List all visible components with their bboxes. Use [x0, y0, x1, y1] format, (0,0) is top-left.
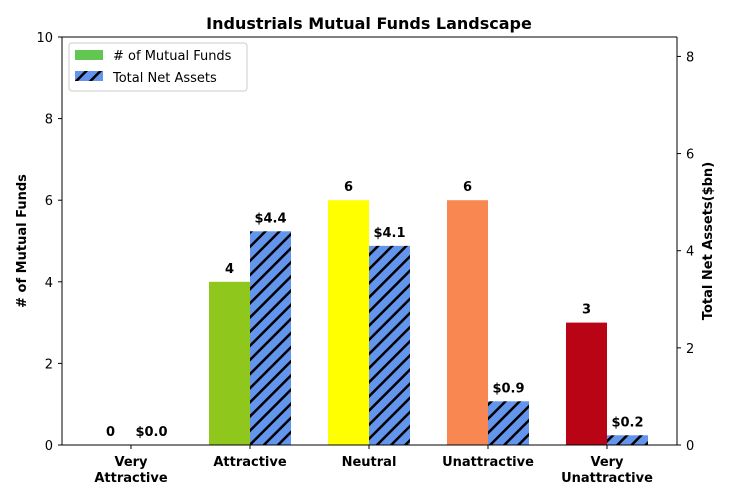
- legend-swatch-mutual-funds: [75, 50, 103, 60]
- x-tick-label: Very: [114, 455, 148, 470]
- chart-title: Industrials Mutual Funds Landscape: [206, 14, 532, 33]
- y-left-tick-label: 8: [45, 113, 53, 128]
- y-right-tick-label: 0: [686, 439, 694, 454]
- bar-net-assets: [369, 245, 410, 445]
- data-label-net-assets: $0.9: [492, 381, 524, 396]
- y-left-tick-label: 2: [45, 357, 53, 372]
- y-right-axis-label: Total Net Assets($bn): [701, 162, 716, 320]
- data-label-mutual-funds: 6: [463, 180, 472, 195]
- data-label-mutual-funds: 6: [344, 180, 353, 195]
- y-right-tick-label: 2: [686, 342, 694, 357]
- bar-net-assets: [250, 231, 291, 445]
- bar-net-assets: [607, 435, 648, 445]
- y-left-axis-label: # of Mutual Funds: [15, 174, 30, 308]
- data-label-mutual-funds: 0: [106, 425, 115, 440]
- legend-label-net-assets: Total Net Assets: [112, 71, 217, 86]
- y-left-tick-label: 10: [36, 31, 53, 46]
- x-tick-label: Very: [590, 455, 624, 470]
- data-label-mutual-funds: 4: [225, 262, 234, 277]
- data-label-net-assets: $4.4: [254, 211, 286, 226]
- y-right-tick-label: 6: [686, 148, 694, 163]
- y-right-tick-label: 4: [686, 245, 694, 260]
- x-tick-label: Attractive: [94, 471, 168, 486]
- bar-net-assets: [488, 401, 529, 445]
- data-label-net-assets: $0.2: [611, 415, 643, 430]
- x-tick-label: Unattractive: [561, 471, 653, 486]
- y-left-tick-label: 0: [45, 439, 53, 454]
- legend-swatch-net-assets: [75, 71, 103, 81]
- y-right-tick-label: 8: [686, 50, 694, 65]
- x-tick-label: Attractive: [213, 455, 287, 470]
- y-left-tick-label: 4: [45, 276, 53, 291]
- bar-mutual-funds: [328, 200, 369, 445]
- x-tick-label: Unattractive: [442, 455, 534, 470]
- legend-box: [68, 42, 248, 92]
- x-tick-label: Neutral: [342, 455, 397, 470]
- bar-mutual-funds: [447, 200, 488, 445]
- bar-mutual-funds: [566, 322, 607, 445]
- data-label-net-assets: $4.1: [373, 226, 405, 241]
- bar-mutual-funds: [209, 281, 250, 445]
- y-left-tick-label: 6: [45, 194, 53, 209]
- data-label-mutual-funds: 3: [582, 303, 591, 318]
- data-label-net-assets: $0.0: [135, 425, 167, 440]
- plot-area: 0 $0.0 4 $4.4 6 $4.1 6 $0.9 3 $0.2 0 2 4 6 8 10 0 2 4 6 8 Ver…: [15, 31, 716, 486]
- legend-label-mutual-funds: # of Mutual Funds: [113, 49, 232, 64]
